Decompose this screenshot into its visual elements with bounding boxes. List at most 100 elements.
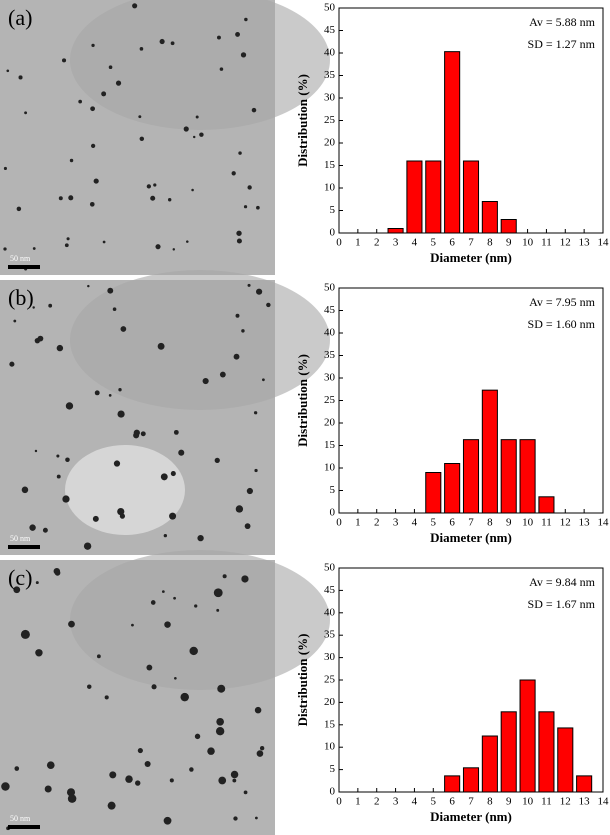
particle [254,468,258,473]
particle [34,449,38,453]
bar [462,439,480,514]
particle [67,794,77,803]
x-tick-label: 8 [487,796,493,808]
x-tick-label: 8 [487,517,493,529]
particle [244,523,251,530]
y-tick-label: 35 [324,349,336,361]
x-tick-label: 4 [412,517,418,529]
bar [481,735,498,793]
scale-bar [8,265,40,269]
tem-shade [70,0,330,130]
particle [192,135,196,139]
y-tick-label: 20 [324,417,336,429]
particle [3,247,7,251]
scale-text: 50 nm [10,254,31,263]
particle [14,766,20,771]
particle [18,75,23,80]
particle [9,361,15,367]
particle [191,188,194,192]
particle [240,52,247,58]
particle [213,588,223,598]
particle [259,746,265,751]
y-tick-label: 0 [330,227,336,239]
particle [56,454,60,458]
particle [233,353,240,360]
particle [108,394,112,397]
y-tick-label: 50 [324,2,336,14]
particle [107,287,114,294]
y-tick-label: 30 [324,372,336,384]
particle [93,178,99,184]
x-tick-label: 1 [355,517,361,529]
particle [235,505,244,513]
y-tick-label: 40 [324,47,336,59]
particle [138,115,142,119]
x-tick-label: 4 [412,796,418,808]
particle [1,782,10,791]
particle [207,747,215,755]
particle [180,692,189,702]
particle [194,733,201,740]
particle [155,244,161,250]
y-tick-label: 50 [324,282,336,294]
particle [161,590,165,593]
particle [232,778,237,783]
y-tick-label: 10 [324,741,336,753]
y-tick-label: 5 [330,204,336,216]
particle [236,238,242,244]
particle [91,143,96,149]
x-tick-label: 13 [579,517,591,529]
plot-frame [338,287,604,514]
particle [119,513,126,519]
x-tick-label: 0 [336,796,342,808]
particle [256,288,263,295]
bar [462,160,480,234]
bar [576,775,593,793]
y-tick-label: 30 [324,92,336,104]
plot-frame [338,567,604,793]
particle [169,778,174,783]
tem-shade [70,270,330,410]
particle [13,586,21,594]
particle [13,319,17,323]
y-tick-label: 30 [324,651,336,663]
scale-bar [8,825,40,829]
x-tick-label: 9 [506,796,512,808]
particle [150,600,156,605]
particle [65,457,70,463]
annotation: SD = 1.60 nm [528,317,596,331]
y-tick-label: 0 [330,507,336,519]
x-tick-label: 14 [598,237,610,249]
particle [172,248,176,251]
particle [35,649,43,657]
scale-text: 50 nm [10,814,31,823]
particle [170,41,175,46]
particle [251,107,257,113]
bar [519,679,536,793]
particle [195,115,199,119]
y-tick-label: 40 [324,327,336,339]
particle [118,388,122,392]
particle [56,344,64,352]
particle [189,646,198,656]
particle [222,574,227,579]
particle [107,801,116,810]
particle [21,486,29,494]
particle [144,761,151,768]
particle [102,240,106,244]
particle [219,371,226,378]
particle [68,195,74,201]
x-tick-label: 5 [431,517,437,529]
x-tick-label: 10 [522,796,534,808]
y-tick-label: 25 [324,114,336,126]
particle [69,158,74,163]
particle [108,65,113,70]
particle [48,303,53,308]
particle [109,771,117,779]
particle [91,43,95,48]
y-tick-label: 10 [324,462,336,474]
particle [32,247,36,250]
bar [425,160,442,234]
panel-label: (c) [8,565,32,590]
